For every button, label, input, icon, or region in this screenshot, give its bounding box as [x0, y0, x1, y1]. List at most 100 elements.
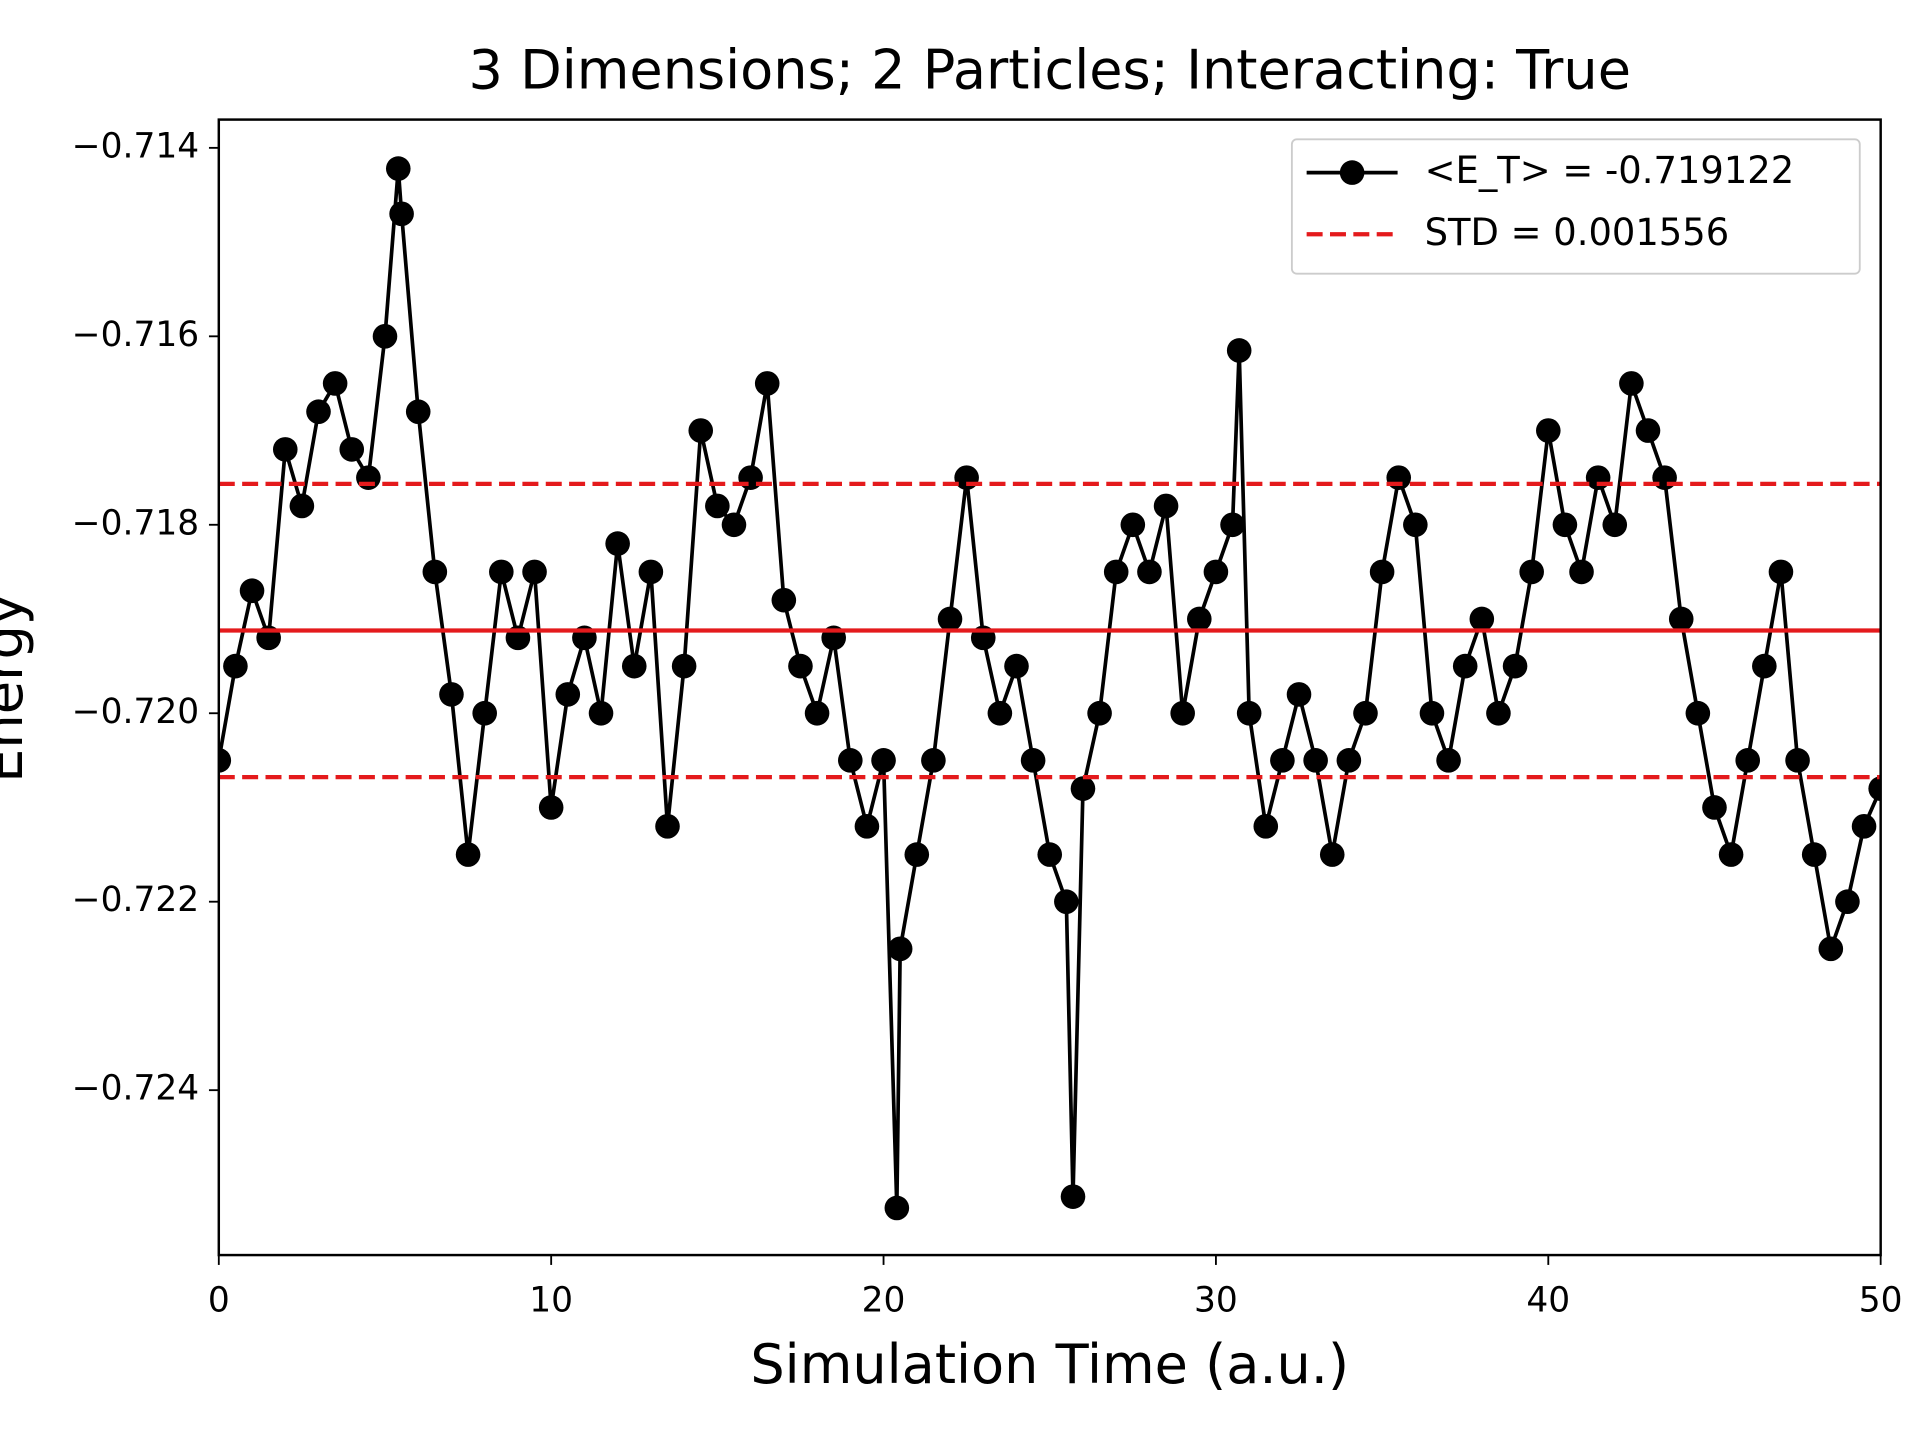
data-point: [884, 1195, 910, 1221]
plot-frame: [217, 118, 1882, 1257]
data-point: [389, 201, 414, 227]
data-point: [1619, 371, 1644, 396]
data-point: [588, 700, 614, 726]
data-point: [405, 399, 431, 425]
data-point: [655, 813, 680, 839]
data-point: [1270, 748, 1295, 773]
data-point: [1060, 1184, 1086, 1209]
data-point: [422, 559, 448, 585]
data-point: [1403, 512, 1428, 538]
data-point: [272, 437, 298, 462]
data-point: [671, 653, 697, 679]
data-point: [1004, 653, 1029, 679]
data-point: [1735, 748, 1761, 773]
data-point: [1286, 682, 1312, 707]
data-point: [218, 748, 232, 773]
data-point: [356, 465, 381, 490]
legend-marker: [1339, 160, 1365, 185]
data-point: [1369, 559, 1395, 585]
data-point: [738, 465, 763, 490]
data-point: [904, 842, 930, 867]
data-point: [1220, 512, 1245, 538]
data-point: [538, 795, 564, 820]
y-tick-label: −0.718: [72, 503, 199, 543]
data-point: [921, 748, 946, 773]
data-point: [1419, 700, 1445, 726]
legend-label: <E_T> = -0.719122: [1425, 149, 1795, 192]
data-point: [1685, 700, 1711, 726]
x-tick-label: 30: [1194, 1280, 1238, 1320]
data-point: [489, 559, 514, 585]
data-point: [838, 748, 863, 773]
data-point: [1137, 559, 1162, 585]
data-point: [1668, 606, 1694, 632]
data-point: [1054, 889, 1079, 915]
data-point: [638, 559, 664, 585]
data-point: [1486, 700, 1511, 726]
legend-box: [1290, 138, 1861, 275]
data-point: [937, 606, 963, 632]
data-point: [1253, 813, 1279, 839]
data-point: [439, 682, 464, 707]
x-tick-label: 10: [529, 1280, 573, 1320]
data-point: [1702, 795, 1727, 820]
data-point: [1203, 559, 1229, 585]
data-point: [987, 700, 1013, 726]
data-point: [1868, 776, 1881, 801]
chart-title: 3 Dimensions; 2 Particles; Interacting: …: [469, 39, 1631, 102]
data-point: [1436, 748, 1461, 773]
data-point: [1303, 748, 1328, 773]
data-point: [1801, 842, 1827, 867]
y-axis-label: Energy: [0, 593, 35, 783]
x-axis-label: Simulation Time (a.u.): [750, 1333, 1349, 1396]
data-point: [1319, 842, 1345, 867]
data-point: [771, 587, 797, 613]
data-point: [788, 653, 813, 679]
data-point: [1652, 465, 1677, 490]
data-point: [1552, 512, 1578, 538]
data-point: [1585, 465, 1611, 490]
data-point: [455, 842, 481, 867]
data-point: [621, 653, 647, 679]
data-point: [555, 682, 581, 707]
x-tick-label: 0: [208, 1280, 230, 1320]
x-tick-label: 40: [1526, 1280, 1570, 1320]
data-point: [339, 437, 365, 462]
y-tick-label: −0.724: [72, 1069, 199, 1109]
data-point: [1635, 418, 1661, 443]
data-point: [1103, 559, 1129, 585]
data-point: [1469, 606, 1495, 632]
y-tick-label: −0.714: [72, 126, 199, 166]
data-point: [705, 493, 730, 519]
data-point: [1153, 493, 1179, 519]
data-point: [385, 156, 411, 181]
data-point: [954, 465, 979, 490]
data-point: [522, 559, 547, 585]
data-point: [804, 700, 830, 726]
data-point: [1519, 559, 1544, 585]
y-tick-label: −0.722: [72, 880, 199, 920]
x-tick-label: 50: [1859, 1280, 1903, 1320]
data-point: [1187, 606, 1212, 632]
data-point: [1037, 842, 1063, 867]
y-tick-label: −0.716: [72, 315, 199, 355]
data-point: [1087, 700, 1112, 726]
data-point: [289, 493, 315, 519]
data-point: [223, 653, 248, 679]
data-point: [1170, 700, 1195, 726]
data-point: [754, 371, 780, 396]
data-point: [854, 813, 880, 839]
data-point: [1602, 512, 1628, 538]
data-point: [372, 323, 398, 349]
data-point: [1353, 700, 1378, 726]
data-point: [1718, 842, 1744, 867]
data-point: [306, 399, 331, 425]
data-point: [1502, 653, 1528, 679]
data-point: [1386, 465, 1412, 490]
data-point: [1226, 338, 1252, 363]
data-point: [1536, 418, 1561, 443]
data-point: [1120, 512, 1146, 538]
data-point: [1236, 700, 1262, 726]
y-tick-label: −0.720: [72, 692, 199, 732]
